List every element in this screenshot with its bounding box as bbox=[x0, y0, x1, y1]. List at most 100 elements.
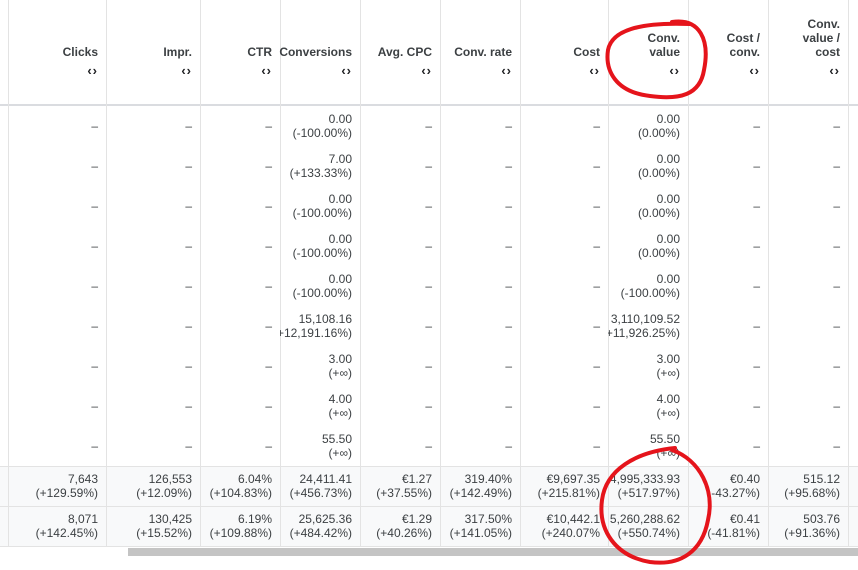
table-cell: – bbox=[8, 386, 106, 426]
table-cell: – bbox=[8, 106, 106, 146]
cell-change: (+15.52%) bbox=[136, 526, 192, 540]
column-divider bbox=[688, 0, 689, 546]
cell-value: 3.00 bbox=[656, 352, 680, 366]
sort-icon[interactable]: ‹› bbox=[669, 63, 680, 78]
cell-value: – bbox=[833, 119, 840, 133]
cell-value: – bbox=[185, 239, 192, 253]
cell-value: – bbox=[91, 439, 98, 453]
cell-value: 0.00 bbox=[328, 232, 352, 246]
table-cell: – bbox=[200, 106, 280, 146]
cell-value: – bbox=[185, 359, 192, 373]
table-cell: – bbox=[8, 266, 106, 306]
cell-value: – bbox=[505, 159, 512, 173]
table-cell: – bbox=[360, 306, 440, 346]
table-cell: €0.40 -43.27%) bbox=[688, 466, 768, 506]
column-header[interactable]: Impr. ‹› bbox=[106, 0, 200, 104]
sort-icon[interactable]: ‹› bbox=[589, 63, 600, 78]
table-cell: – bbox=[520, 186, 608, 226]
cell-value: – bbox=[753, 159, 760, 173]
cell-value: – bbox=[833, 399, 840, 413]
cell-change: (+∞) bbox=[656, 406, 680, 420]
cell-value: – bbox=[265, 239, 272, 253]
cell-change: (+∞) bbox=[656, 446, 680, 460]
cell-value: – bbox=[265, 279, 272, 293]
cell-change: (+141.05%) bbox=[449, 526, 512, 540]
column-header[interactable]: Conversions ‹› bbox=[279, 0, 360, 104]
column-header[interactable]: Conv. value ‹› bbox=[608, 0, 688, 104]
cell-value: – bbox=[425, 159, 432, 173]
cell-change: (-100.00%) bbox=[292, 246, 352, 260]
table-cell: 126,553 (+12.09%) bbox=[106, 466, 200, 506]
column-header[interactable]: Cost / conv. ‹› bbox=[688, 0, 768, 104]
table-cell: – bbox=[106, 426, 200, 466]
cell-change: +12,191.16%) bbox=[280, 326, 352, 340]
cell-value: – bbox=[593, 279, 600, 293]
column-header[interactable]: Avg. CPC ‹› bbox=[360, 0, 440, 104]
column-divider bbox=[520, 0, 521, 546]
table-cell: – bbox=[440, 386, 520, 426]
cell-change: (+129.59%) bbox=[35, 486, 98, 500]
table-cell: – bbox=[200, 186, 280, 226]
sort-icon[interactable]: ‹› bbox=[341, 63, 352, 78]
column-header[interactable]: Clicks ‹› bbox=[8, 0, 106, 104]
sort-icon[interactable]: ‹› bbox=[749, 63, 760, 78]
header-label: CTR bbox=[247, 45, 272, 59]
column-header[interactable]: Conv. rate ‹› bbox=[440, 0, 520, 104]
table-cell: – bbox=[520, 266, 608, 306]
cell-value: – bbox=[91, 279, 98, 293]
column-divider bbox=[106, 0, 107, 546]
cell-value: – bbox=[185, 119, 192, 133]
column-header[interactable]: Cost ‹› bbox=[520, 0, 608, 104]
cell-value: – bbox=[505, 439, 512, 453]
sort-icon[interactable]: ‹› bbox=[421, 63, 432, 78]
column-header[interactable]: Conv. value / cost ‹› bbox=[768, 0, 848, 104]
cell-value: €0.40 bbox=[729, 472, 760, 486]
cell-change: (+142.49%) bbox=[449, 486, 512, 500]
cell-change: (+133.33%) bbox=[289, 166, 352, 180]
table-cell: – bbox=[8, 306, 106, 346]
table-cell: – bbox=[440, 106, 520, 146]
cell-value: – bbox=[265, 319, 272, 333]
cell-value: – bbox=[833, 199, 840, 213]
table-cell: – bbox=[520, 306, 608, 346]
cell-value: – bbox=[425, 279, 432, 293]
sort-icon[interactable]: ‹› bbox=[261, 63, 272, 78]
table-cell: – bbox=[520, 226, 608, 266]
cell-value: – bbox=[265, 199, 272, 213]
table-cell: – bbox=[200, 266, 280, 306]
sort-icon[interactable]: ‹› bbox=[829, 63, 840, 78]
table-cell: 4.00 (+∞) bbox=[608, 386, 688, 426]
table-cell: 3.00 (+∞) bbox=[280, 346, 360, 386]
cell-value: 5,260,288.62 bbox=[609, 512, 680, 526]
table-cell: 317.50% (+141.05%) bbox=[440, 506, 520, 546]
column-divider bbox=[360, 0, 361, 546]
table-cell: – bbox=[768, 146, 848, 186]
table-cell: 25,625.36 (+484.42%) bbox=[280, 506, 360, 546]
cell-value: – bbox=[265, 399, 272, 413]
table-cell: – bbox=[440, 426, 520, 466]
table-cell: – bbox=[520, 346, 608, 386]
cell-value: 25,625.36 bbox=[298, 512, 352, 526]
cell-change: (+550.74%) bbox=[617, 526, 680, 540]
sort-icon[interactable]: ‹› bbox=[181, 63, 192, 78]
cell-value: – bbox=[753, 119, 760, 133]
sort-icon[interactable]: ‹› bbox=[87, 63, 98, 78]
totals-row bbox=[0, 466, 858, 506]
cell-value: – bbox=[185, 279, 192, 293]
sort-icon[interactable]: ‹› bbox=[501, 63, 512, 78]
table-cell: – bbox=[688, 106, 768, 146]
cell-value: 0.00 bbox=[656, 112, 680, 126]
cell-value: – bbox=[425, 119, 432, 133]
scrollbar[interactable] bbox=[128, 548, 858, 556]
cell-value: 4,995,333.93 bbox=[609, 472, 680, 486]
table-cell: – bbox=[768, 226, 848, 266]
cell-value: – bbox=[185, 199, 192, 213]
table-cell: – bbox=[768, 106, 848, 146]
column-header[interactable]: CTR ‹› bbox=[200, 0, 280, 104]
cell-value: 0.00 bbox=[328, 192, 352, 206]
column-divider bbox=[848, 0, 849, 546]
table-cell: 0.00 (0.00%) bbox=[608, 106, 688, 146]
cell-value: – bbox=[265, 119, 272, 133]
table-cell: – bbox=[200, 346, 280, 386]
